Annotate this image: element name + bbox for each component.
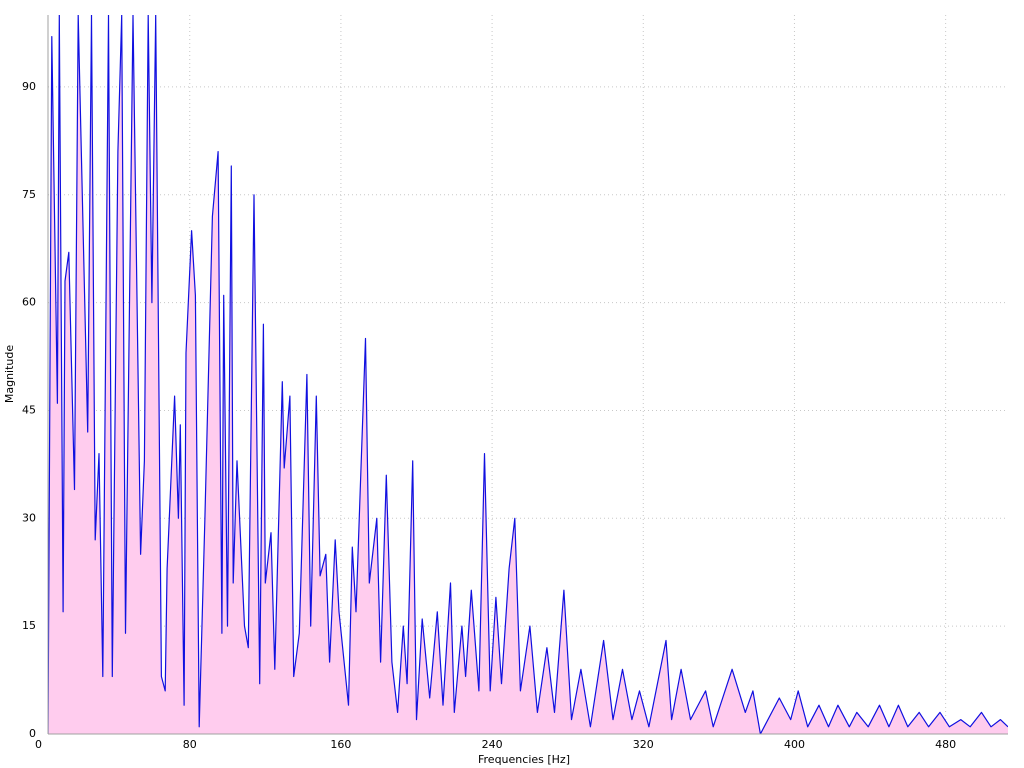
y-tick-label: 0 — [29, 727, 36, 740]
line — [48, 15, 1008, 734]
x-axis-label: Frequencies [Hz] — [478, 753, 570, 766]
y-tick-label: 60 — [22, 296, 36, 309]
x-tick-label: 320 — [633, 738, 654, 751]
y-tick-label: 30 — [22, 511, 36, 524]
x-tick-label: 80 — [183, 738, 197, 751]
area-fill — [48, 15, 1008, 734]
x-tick-label: 160 — [330, 738, 351, 751]
y-tick-label: 90 — [22, 80, 36, 93]
y-tick-label: 45 — [22, 403, 36, 416]
x-tick-label: 480 — [935, 738, 956, 751]
y-tick-label: 75 — [22, 188, 36, 201]
y-axis-label: Magnitude — [3, 345, 16, 404]
x-tick-label: 400 — [784, 738, 805, 751]
y-tick-label: 15 — [22, 619, 36, 632]
x-tick-label: 0 — [35, 738, 42, 751]
x-tick-label: 240 — [482, 738, 503, 751]
